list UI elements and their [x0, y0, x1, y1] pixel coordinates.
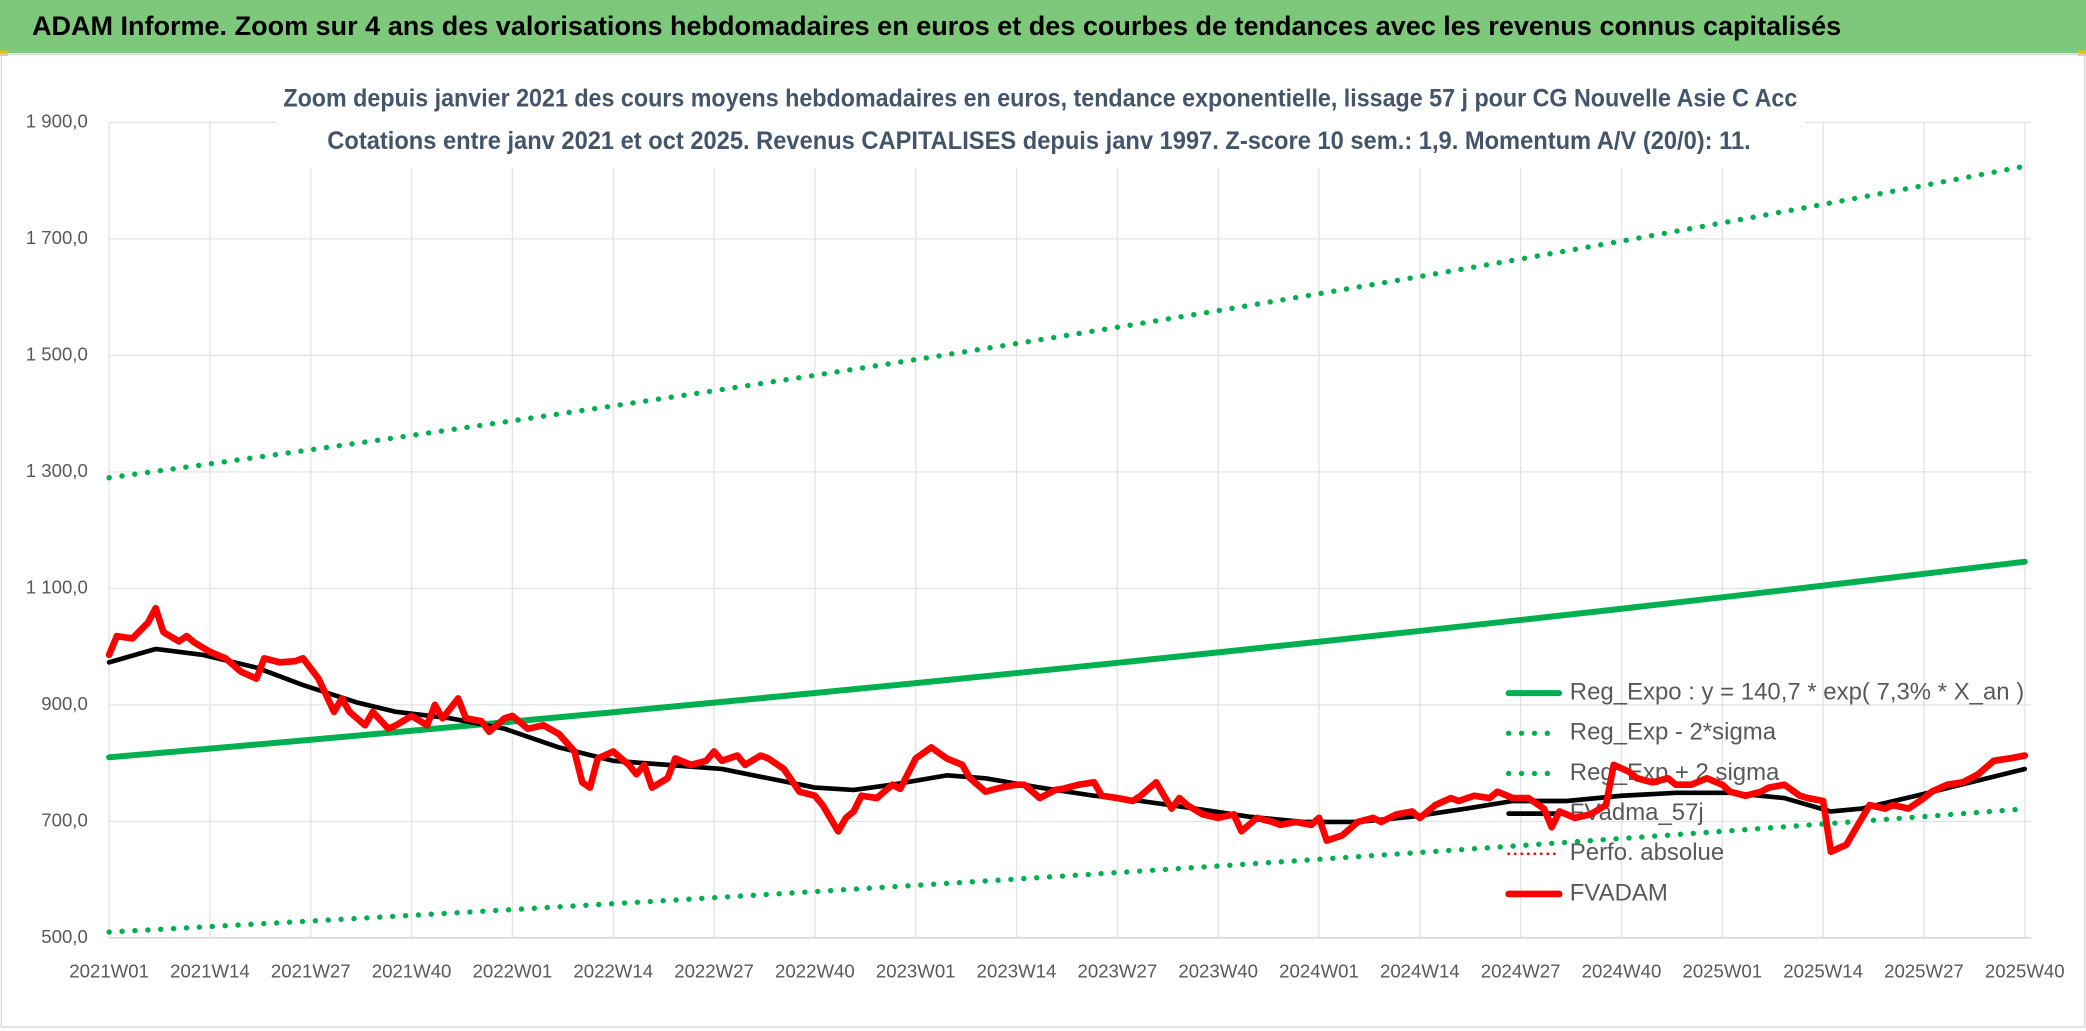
legend-label: Reg_Exp - 2*sigma — [1570, 719, 1777, 746]
x-tick-label: 2024W14 — [1380, 960, 1460, 981]
legend-label: FVADAM — [1570, 879, 1668, 906]
x-tick-label: 2024W27 — [1481, 960, 1561, 981]
corner-accent — [2077, 50, 2086, 56]
y-tick-label: 1 100,0 — [26, 576, 88, 597]
x-tick-label: 2025W40 — [1985, 960, 2065, 981]
y-tick-label: 1 900,0 — [26, 110, 88, 131]
legend-label: Reg_Expo : y = 140,7 * exp( 7,3% * X_an … — [1570, 678, 2024, 705]
grid: 500,0 700,0 900,0 1 100,0 1 300,0 1 500,0 1 70… — [26, 110, 2065, 981]
x-tick-label: 2025W01 — [1682, 960, 1762, 981]
y-tick-label: 1 500,0 — [26, 343, 88, 364]
legend-label: Perfo. absolue — [1570, 839, 1724, 866]
y-tick-label: 1 700,0 — [26, 227, 88, 248]
legend: Reg_Expo : y = 140,7 * exp( 7,3% * X_an … — [1505, 678, 2024, 906]
x-tick-label: 2022W01 — [473, 960, 553, 981]
chart-title: ADAM Informe. Zoom sur 4 ans des valoris… — [32, 11, 1841, 41]
chart-frame — [0, 53, 2086, 1028]
chart-subtitle: Cotations entre janv 2021 et oct 2025. R… — [327, 127, 1750, 155]
series-line — [106, 163, 2028, 481]
y-tick-label: 500,0 — [41, 926, 88, 947]
x-tick-label: 2023W01 — [876, 960, 956, 981]
y-tick-label: 700,0 — [41, 809, 88, 830]
header-bar — [0, 0, 2086, 54]
subtitle-box — [275, 77, 1806, 168]
series-layer — [105, 163, 2029, 935]
x-tick-label: 2025W14 — [1783, 960, 1863, 981]
chart-subtitle: Zoom depuis janvier 2021 des cours moyen… — [283, 84, 1797, 112]
x-tick-label: 2024W01 — [1279, 960, 1359, 981]
x-tick-label: 2021W01 — [69, 960, 149, 981]
x-tick-label: 2023W14 — [977, 960, 1057, 981]
x-tick-label: 2023W27 — [1078, 960, 1158, 981]
x-tick-label: 2022W14 — [573, 960, 653, 981]
series-line — [106, 806, 2028, 935]
corner-accent — [0, 50, 9, 56]
x-tick-label: 2021W27 — [271, 960, 351, 981]
series-line — [105, 604, 2029, 855]
x-tick-label: 2021W40 — [372, 960, 452, 981]
x-tick-label: 2025W27 — [1884, 960, 1964, 981]
y-tick-label: 900,0 — [41, 693, 88, 714]
x-tick-label: 2022W27 — [674, 960, 754, 981]
x-tick-label: 2021W14 — [170, 960, 250, 981]
series-line — [106, 558, 2028, 761]
x-tick-label: 2024W40 — [1582, 960, 1662, 981]
x-tick-label: 2023W40 — [1178, 960, 1258, 981]
x-tick-label: 2022W40 — [775, 960, 855, 981]
y-tick-label: 1 300,0 — [26, 460, 88, 481]
